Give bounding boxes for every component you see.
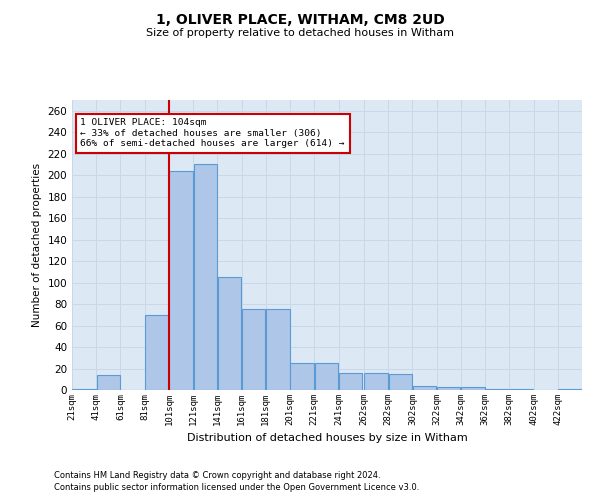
Bar [558, 389, 581, 390]
Bar [145, 315, 169, 390]
Bar [290, 363, 314, 390]
Bar [509, 389, 533, 390]
Text: 1 OLIVER PLACE: 104sqm
← 33% of detached houses are smaller (306)
66% of semi-de: 1 OLIVER PLACE: 104sqm ← 33% of detached… [80, 118, 345, 148]
X-axis label: Distribution of detached houses by size in Witham: Distribution of detached houses by size … [187, 434, 467, 444]
Bar [242, 310, 265, 390]
Text: 1, OLIVER PLACE, WITHAM, CM8 2UD: 1, OLIVER PLACE, WITHAM, CM8 2UD [155, 12, 445, 26]
Text: Size of property relative to detached houses in Witham: Size of property relative to detached ho… [146, 28, 454, 38]
Bar [389, 374, 412, 390]
Bar [364, 373, 388, 390]
Bar [437, 387, 460, 390]
Bar [194, 164, 217, 390]
Bar [461, 387, 485, 390]
Bar [218, 277, 241, 390]
Bar [314, 363, 338, 390]
Y-axis label: Number of detached properties: Number of detached properties [32, 163, 42, 327]
Bar [266, 310, 290, 390]
Text: Contains HM Land Registry data © Crown copyright and database right 2024.: Contains HM Land Registry data © Crown c… [54, 470, 380, 480]
Bar [413, 386, 436, 390]
Text: Contains public sector information licensed under the Open Government Licence v3: Contains public sector information licen… [54, 483, 419, 492]
Bar [485, 389, 509, 390]
Bar [339, 373, 362, 390]
Bar [73, 389, 96, 390]
Bar [169, 171, 193, 390]
Bar [97, 375, 120, 390]
